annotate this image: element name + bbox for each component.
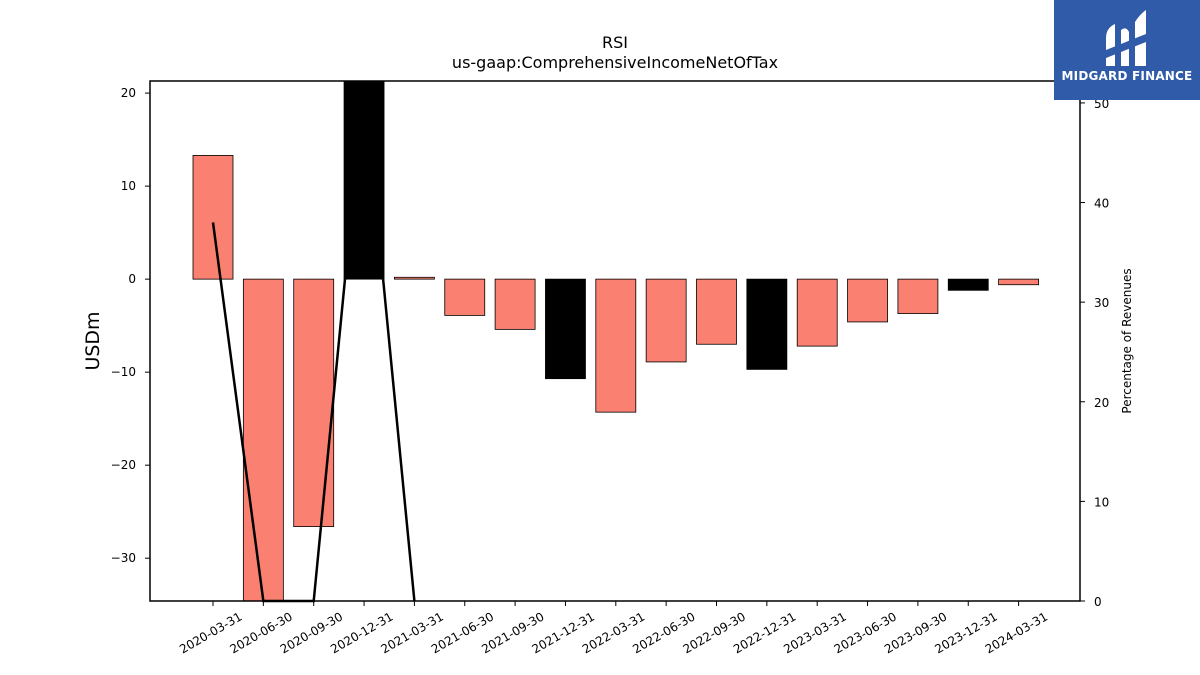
- chart-title: RSI: [602, 33, 628, 52]
- plot-frame: [149, 80, 1081, 602]
- y2-tick-label: 40: [1094, 197, 1109, 211]
- bars-layer: [192, 80, 1039, 602]
- bar: [242, 278, 284, 602]
- y2-tick-label: 20: [1094, 396, 1109, 410]
- y-tick-label: 10: [121, 179, 136, 193]
- bar: [998, 278, 1039, 286]
- y2-tick-label: 0: [1094, 595, 1102, 609]
- bar: [645, 278, 687, 363]
- bar: [293, 278, 335, 527]
- x-axis: 2020-03-312020-06-302020-09-302020-12-31…: [177, 601, 1050, 656]
- bar: [897, 278, 939, 314]
- y2-tick-label: 30: [1094, 296, 1109, 310]
- y-axis-label: USDm: [82, 311, 104, 370]
- logo-mark-icon: [1106, 10, 1146, 66]
- y-tick-label: −30: [111, 551, 136, 565]
- bar: [444, 278, 486, 316]
- y-axis: 20 10 0 −10 −20 −30: [111, 86, 150, 565]
- y2-axis-label: Percentage of Revenues: [1120, 268, 1134, 413]
- y-tick-label: 20: [121, 86, 136, 100]
- bar: [947, 278, 989, 291]
- bar: [192, 155, 234, 280]
- y-tick-label: −20: [111, 458, 136, 472]
- bar: [595, 278, 637, 413]
- y2-axis: 0 10 20 30 40 50: [1080, 97, 1109, 609]
- bar: [696, 278, 737, 345]
- bar: [796, 278, 838, 347]
- bar: [393, 276, 435, 280]
- bar: [494, 278, 536, 330]
- chart-subtitle: us-gaap:ComprehensiveIncomeNetOfTax: [452, 53, 778, 72]
- bar: [545, 278, 586, 380]
- y2-tick-label: 50: [1094, 97, 1109, 111]
- y-tick-label: 0: [128, 272, 136, 286]
- bar: [746, 278, 788, 370]
- bar: [343, 80, 385, 280]
- bar: [847, 278, 888, 323]
- y2-tick-label: 10: [1094, 495, 1109, 509]
- logo-text: MIDGARD FINANCE: [1061, 69, 1193, 83]
- y-tick-label: −10: [111, 365, 136, 379]
- brand-logo: MIDGARD FINANCE: [1054, 0, 1200, 100]
